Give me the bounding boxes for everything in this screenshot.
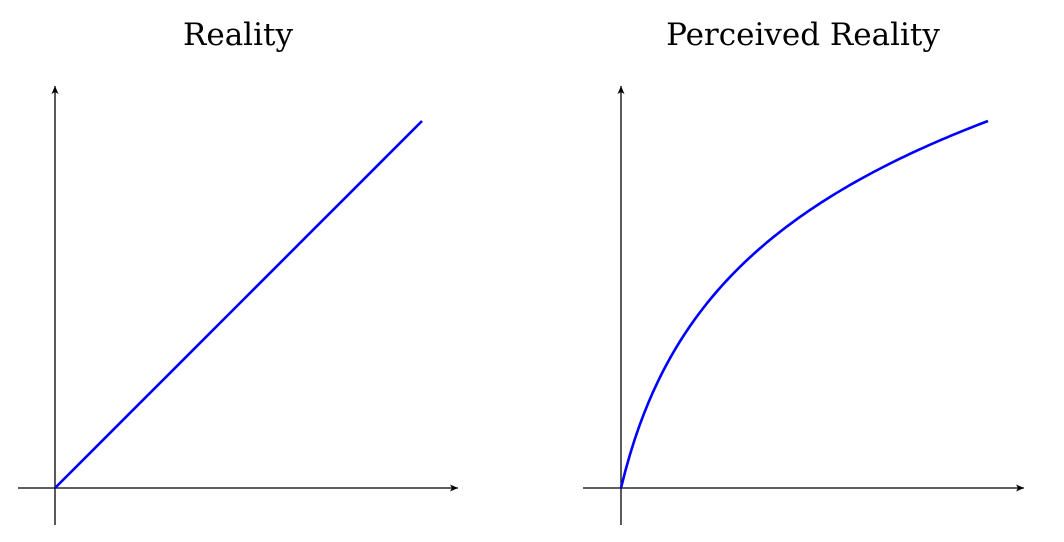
perceived-reality-series-line (619, 119, 989, 489)
perceived-reality-chart: Perceived Reality (583, 17, 1024, 525)
reality-series-line (54, 120, 423, 489)
reality-chart: Reality (18, 17, 458, 525)
perceived-reality-chart-title: Perceived Reality (666, 17, 940, 53)
reality-chart-title: Reality (183, 17, 293, 53)
